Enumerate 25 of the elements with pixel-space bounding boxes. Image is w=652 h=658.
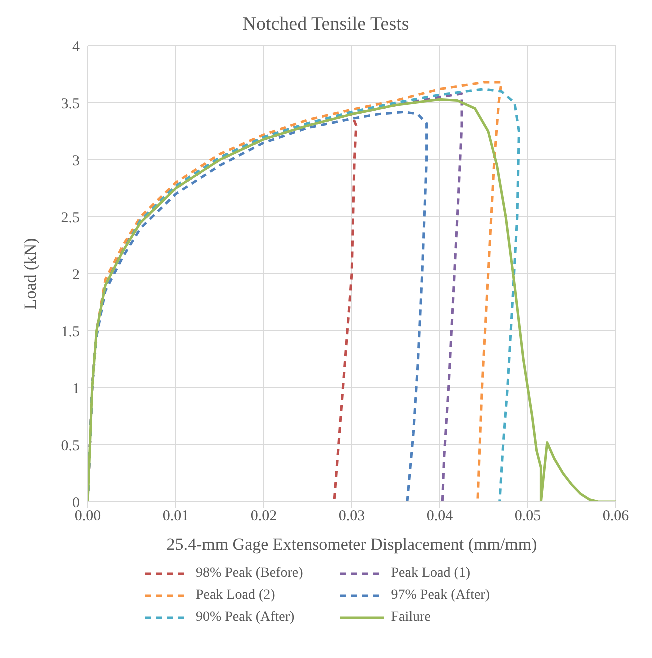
x-tick-label: 0.05 [514,508,542,525]
y-tick-label: 0 [72,495,80,512]
legend-label: 90% Peak (After) [196,610,295,626]
y-tick-label: 1.5 [61,324,80,340]
y-tick-label: 2 [72,267,80,284]
x-tick-label: 0.02 [250,508,278,525]
chart-title: Notched Tensile Tests [242,14,410,36]
y-tick-label: 1 [72,381,80,398]
x-tick-label: 0.04 [426,508,454,525]
x-tick-label: 0.01 [162,508,190,525]
y-tick-label: 3 [72,153,80,170]
legend-label: Peak Load (1) [391,566,471,582]
x-axis-title: 25.4-mm Gage Extensometer Displacement (mm/mm) [166,535,538,554]
x-tick-label: 0.06 [602,508,630,525]
x-tick-label: 0.03 [338,508,366,525]
y-tick-label: 2.5 [61,210,80,226]
legend-label: Failure [391,610,431,626]
x-tick-label: 0.00 [74,508,102,525]
legend-label: 97% Peak (After) [391,588,490,604]
legend-label: 98% Peak (Before) [196,566,304,582]
y-tick-label: 3.5 [61,96,80,112]
y-tick-label: 4 [72,39,80,56]
legend-label: Peak Load (2) [196,588,276,604]
y-tick-label: 0.5 [61,438,80,454]
y-axis-title: Load (kN) [21,238,40,310]
